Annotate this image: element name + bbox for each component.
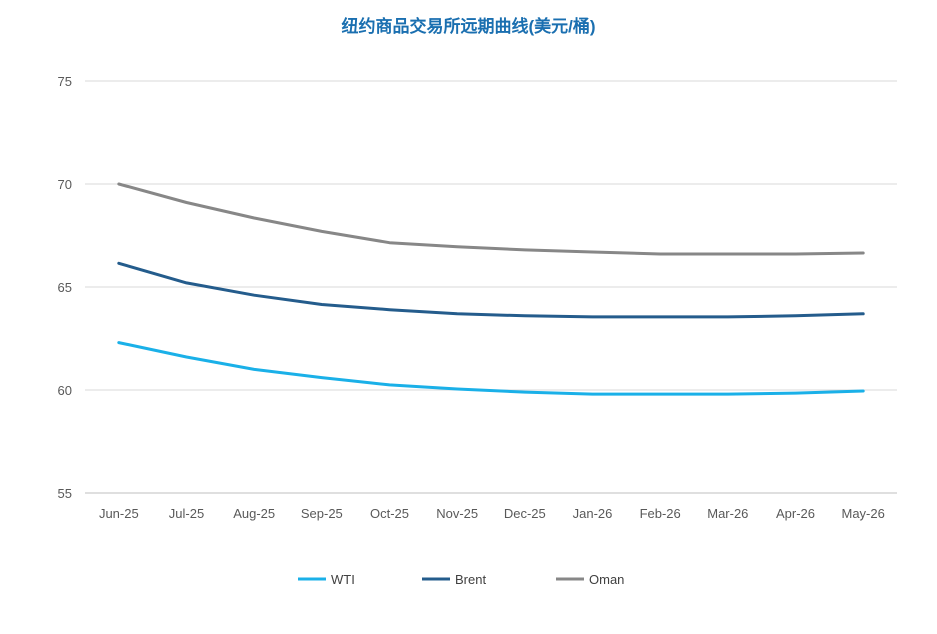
- legend: WTI Brent Oman: [298, 572, 624, 587]
- x-tick-label: Oct-25: [370, 506, 409, 521]
- x-tick-label: Apr-26: [776, 506, 815, 521]
- x-tick-label: Sep-25: [301, 506, 343, 521]
- legend-label: Oman: [589, 572, 624, 587]
- legend-item-wti: WTI: [298, 572, 355, 587]
- x-tick-label: May-26: [841, 506, 884, 521]
- x-tick-label: Jan-26: [573, 506, 613, 521]
- legend-label: WTI: [331, 572, 355, 587]
- y-tick-label: 55: [58, 486, 72, 501]
- y-tick-label: 70: [58, 177, 72, 192]
- y-tick-label: 65: [58, 280, 72, 295]
- legend-label: Brent: [455, 572, 486, 587]
- x-tick-label: Nov-25: [436, 506, 478, 521]
- x-tick-label: Aug-25: [233, 506, 275, 521]
- x-axis-ticks: Jun-25 Jul-25 Aug-25 Sep-25 Oct-25 Nov-25 Dec-…: [99, 506, 885, 521]
- series-line-oman: [117, 182, 865, 256]
- y-tick-label: 75: [58, 74, 72, 89]
- legend-item-oman: Oman: [556, 572, 624, 587]
- y-tick-label: 60: [58, 383, 72, 398]
- y-axis-ticks: 55 60 65 70 75: [58, 74, 72, 501]
- x-tick-label: Feb-26: [640, 506, 681, 521]
- x-tick-label: Jul-25: [169, 506, 204, 521]
- x-tick-label: Jun-25: [99, 506, 139, 521]
- x-tick-label: Mar-26: [707, 506, 748, 521]
- x-tick-label: Dec-25: [504, 506, 546, 521]
- series-line-brent: [117, 261, 865, 319]
- series-line-wti: [117, 341, 865, 396]
- series-lines: [117, 182, 865, 396]
- legend-item-brent: Brent: [422, 572, 486, 587]
- chart-title: 纽约商品交易所远期曲线(美元/桶): [341, 17, 596, 36]
